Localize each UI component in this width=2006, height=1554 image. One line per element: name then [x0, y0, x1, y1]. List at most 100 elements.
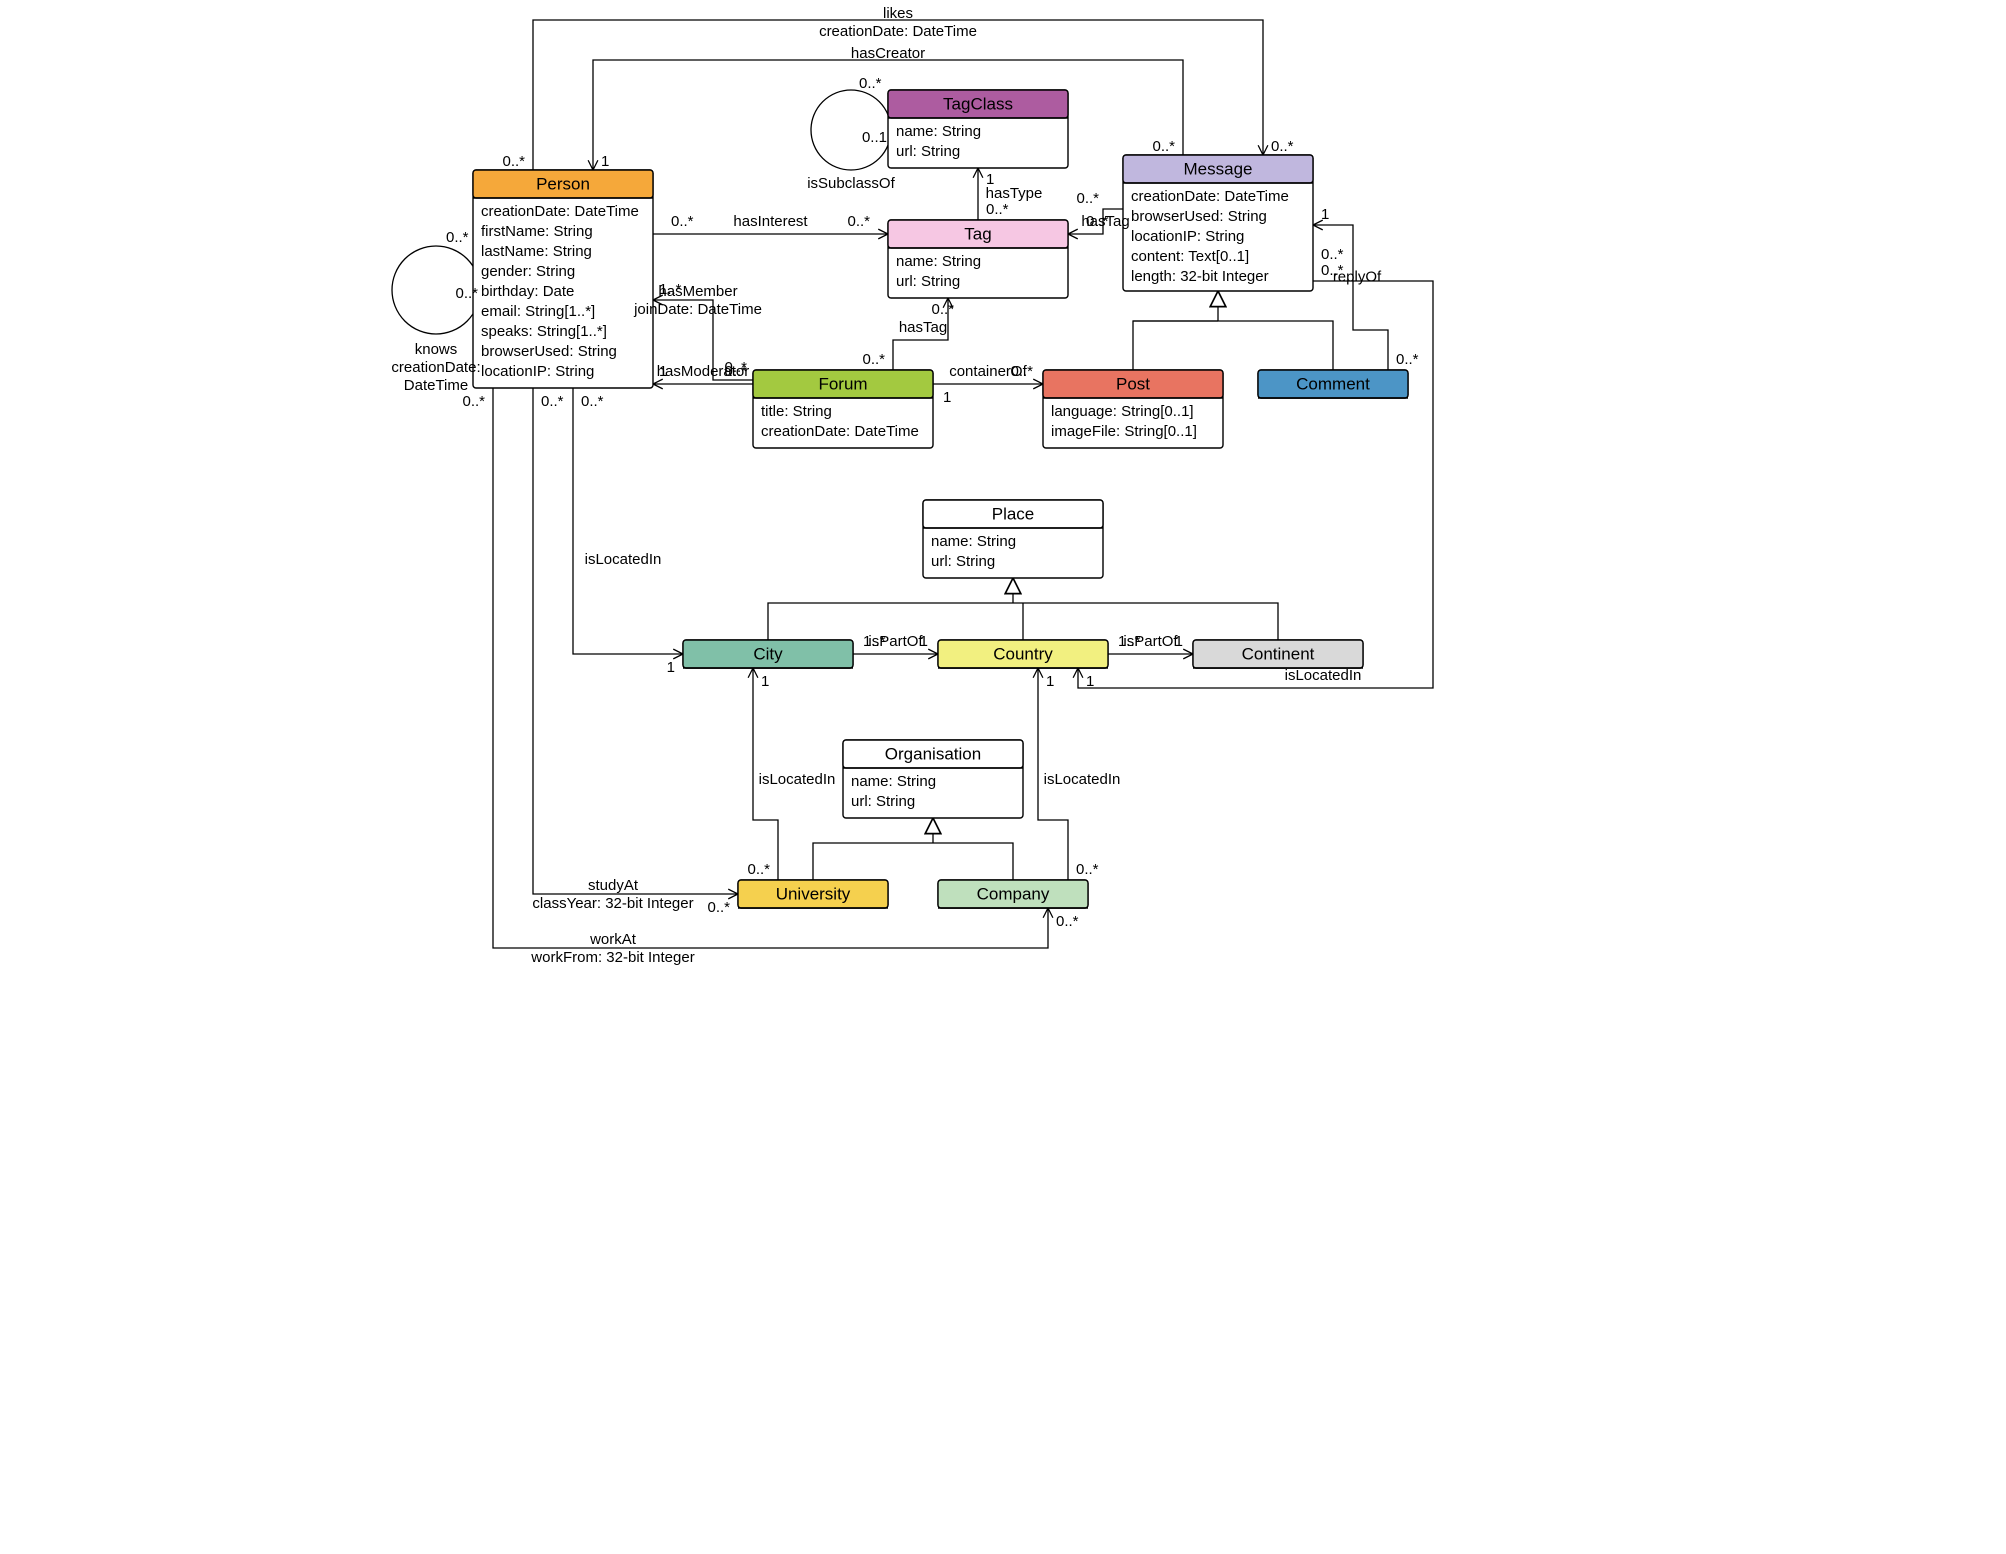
svg-text:gender: String: gender: String: [481, 263, 575, 280]
class-country: Country: [938, 640, 1108, 668]
svg-text:0..*: 0..*: [581, 393, 604, 410]
svg-text:1: 1: [1175, 633, 1183, 650]
svg-text:classYear: 32-bit Integer: classYear: 32-bit Integer: [532, 895, 693, 912]
svg-text:title: String: title: String: [761, 403, 832, 420]
svg-text:joinDate: DateTime: joinDate: DateTime: [633, 301, 762, 318]
svg-text:0..*: 0..*: [1321, 262, 1344, 279]
svg-text:speaks: String[1..*]: speaks: String[1..*]: [481, 323, 607, 340]
svg-text:0..*: 0..*: [1396, 351, 1419, 368]
svg-text:0..*: 0..*: [1076, 861, 1099, 878]
svg-text:birthday: Date: birthday: Date: [481, 283, 574, 300]
svg-text:0..*: 0..*: [455, 285, 478, 302]
svg-text:1: 1: [659, 363, 667, 380]
svg-text:isSubclassOf: isSubclassOf: [807, 175, 895, 192]
svg-text:1: 1: [761, 673, 769, 690]
svg-text:Comment: Comment: [1296, 374, 1370, 393]
svg-text:0..*: 0..*: [1086, 213, 1109, 230]
svg-text:Place: Place: [992, 504, 1035, 523]
svg-text:1: 1: [1046, 673, 1054, 690]
svg-text:1: 1: [943, 389, 951, 406]
svg-text:Forum: Forum: [818, 374, 867, 393]
class-tag: Tagname: Stringurl: String: [888, 220, 1068, 298]
svg-text:studyAt: studyAt: [588, 877, 639, 894]
svg-text:0..*: 0..*: [859, 75, 882, 92]
svg-text:name: String: name: String: [896, 123, 981, 140]
class-forum: Forum title: String creationDate: DateTime: [753, 370, 933, 448]
svg-text:0..*: 0..*: [1152, 138, 1175, 155]
svg-text:lastName: String: lastName: String: [481, 243, 592, 260]
svg-text:isLocatedIn: isLocatedIn: [759, 771, 836, 788]
class-organisation: Organisationname: Stringurl: String: [843, 740, 1023, 818]
svg-text:isLocatedIn: isLocatedIn: [1285, 667, 1362, 684]
svg-text:content: Text[0..1]: content: Text[0..1]: [1131, 248, 1249, 265]
svg-text:TagClass: TagClass: [943, 94, 1013, 113]
svg-text:browserUsed: String: browserUsed: String: [1131, 208, 1267, 225]
svg-text:1..*: 1..*: [1118, 633, 1141, 650]
class-person: Person creationDate: DateTime firstName: S…: [473, 170, 653, 388]
uml-diagram: Person creationDate: DateTime firstName: S…: [383, 0, 1623, 980]
svg-text:creationDate: DateTime: creationDate: DateTime: [819, 23, 977, 40]
svg-text:language: String[0..1]: language: String[0..1]: [1051, 403, 1194, 420]
svg-text:University: University: [776, 884, 851, 903]
svg-text:firstName: String: firstName: String: [481, 223, 593, 240]
svg-text:0..*: 0..*: [1321, 246, 1344, 263]
class-comment: Comment: [1258, 370, 1408, 398]
svg-text:0..*: 0..*: [462, 393, 485, 410]
svg-text:Message: Message: [1184, 159, 1253, 178]
svg-text:1: 1: [1086, 673, 1094, 690]
svg-text:creationDate: DateTime: creationDate: DateTime: [761, 423, 919, 440]
svg-text:1: 1: [601, 153, 609, 170]
svg-text:1: 1: [667, 659, 675, 676]
svg-text:browserUsed: String: browserUsed: String: [481, 343, 617, 360]
svg-text:locationIP: String: locationIP: String: [481, 363, 594, 380]
svg-text:0..1: 0..1: [862, 129, 887, 146]
svg-text:Company: Company: [977, 884, 1050, 903]
svg-text:hasInterest: hasInterest: [733, 213, 808, 230]
svg-text:isLocatedIn: isLocatedIn: [585, 551, 662, 568]
svg-text:Person: Person: [536, 174, 590, 193]
svg-text:0..*: 0..*: [707, 899, 730, 916]
class-post: Post language: String[0..1] imageFile: Str…: [1043, 370, 1223, 448]
svg-text:locationIP: String: locationIP: String: [1131, 228, 1244, 245]
svg-text:0..*: 0..*: [1010, 363, 1033, 380]
class-place: Place name: String url: String: [923, 500, 1103, 578]
class-message: MessagecreationDate: DateTimebrowserUsed…: [1123, 155, 1313, 291]
svg-text:Continent: Continent: [1242, 644, 1315, 663]
svg-text:creationDate: DateTime: creationDate: DateTime: [481, 203, 639, 220]
svg-text:0..*: 0..*: [502, 153, 525, 170]
class-company: Company: [938, 880, 1088, 908]
svg-text:0..*: 0..*: [671, 213, 694, 230]
svg-text:0..*: 0..*: [1271, 138, 1294, 155]
svg-text:Post: Post: [1116, 374, 1150, 393]
svg-text:0..*: 0..*: [986, 201, 1009, 218]
svg-text:1: 1: [986, 171, 994, 188]
svg-text:hasCreator: hasCreator: [851, 45, 925, 62]
svg-text:1..*: 1..*: [863, 633, 886, 650]
svg-text:Country: Country: [993, 644, 1053, 663]
svg-text:0..*: 0..*: [862, 351, 885, 368]
svg-text:1..*: 1..*: [659, 281, 682, 298]
svg-text:0..*: 0..*: [1056, 913, 1079, 930]
svg-text:length: 32-bit Integer: length: 32-bit Integer: [1131, 268, 1269, 285]
svg-text:Organisation: Organisation: [885, 744, 981, 763]
svg-text:0..*: 0..*: [541, 393, 564, 410]
svg-text:name: String: name: String: [851, 773, 936, 790]
svg-text:0..*: 0..*: [1076, 190, 1099, 207]
svg-text:imageFile: String[0..1]: imageFile: String[0..1]: [1051, 423, 1197, 440]
class-continent: Continent: [1193, 640, 1363, 668]
svg-text:0..*: 0..*: [446, 229, 469, 246]
svg-text:DateTime: DateTime: [404, 377, 468, 394]
svg-text:workAt: workAt: [589, 931, 637, 948]
svg-text:City: City: [753, 644, 783, 663]
svg-text:0..*: 0..*: [931, 301, 954, 318]
class-city: City: [683, 640, 853, 668]
svg-text:0..*: 0..*: [724, 363, 747, 380]
svg-text:name: String: name: String: [896, 253, 981, 270]
svg-text:url: String: url: String: [931, 553, 995, 570]
svg-text:hasTag: hasTag: [899, 319, 947, 336]
svg-text:email: String[1..*]: email: String[1..*]: [481, 303, 595, 320]
svg-text:knows: knows: [415, 341, 458, 358]
svg-text:name: String: name: String: [931, 533, 1016, 550]
svg-text:0..*: 0..*: [747, 861, 770, 878]
svg-text:isLocatedIn: isLocatedIn: [1044, 771, 1121, 788]
